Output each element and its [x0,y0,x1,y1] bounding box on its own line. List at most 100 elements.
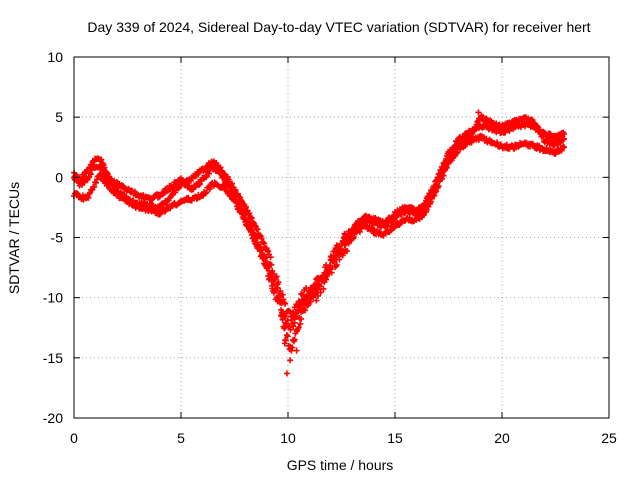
data-point [246,220,253,227]
data-point [534,123,541,130]
y-tick-label: -15 [43,350,63,366]
data-point [317,289,324,296]
data-point [314,286,321,293]
data-point [316,283,323,290]
data-point [438,170,445,177]
data-point [192,173,199,180]
data-point [187,177,194,184]
data-point [281,325,288,332]
data-point [452,146,459,153]
data-point [243,203,250,210]
data-point [242,211,249,218]
data-point [286,308,293,315]
data-point [293,347,300,354]
data-point [310,290,317,297]
data-point [85,194,92,201]
data-point [290,323,297,330]
data-point [344,238,351,245]
data-point [299,291,306,298]
data-point [302,307,309,314]
data-point [279,316,286,323]
data-point [205,170,212,177]
data-point [558,147,565,154]
y-tick-label: -5 [51,230,64,246]
data-point [295,324,302,331]
data-point [475,109,482,116]
data-point [99,166,106,173]
data-point [291,319,298,326]
data-point [252,234,259,241]
data-point [257,232,264,239]
data-point [264,247,271,254]
data-point [273,273,280,280]
data-point [254,226,261,233]
data-point [423,200,430,207]
data-point [330,252,337,259]
data-point [266,275,273,282]
data-point [309,285,316,292]
data-point [288,347,295,354]
data-point [196,181,203,188]
data-point [268,261,275,268]
data-point [433,181,440,188]
data-point [206,186,213,193]
data-point [311,291,318,298]
data-point [322,276,329,283]
data-point [431,186,438,193]
data-point [547,130,554,137]
data-point [278,309,285,316]
x-tick-label: 25 [601,430,617,446]
data-point [427,194,434,201]
y-axis-label: SDTVAR / TECUs [6,182,22,294]
grid-lines [74,57,609,418]
data-point [357,222,364,229]
x-axis-label: GPS time / hours [287,457,394,473]
data-points [71,109,568,377]
data-point [561,144,568,151]
data-point [420,206,427,213]
data-point [180,178,187,185]
data-point [320,285,327,292]
data-point [101,172,108,179]
data-point [246,210,253,217]
data-point [419,210,426,217]
data-point [561,135,568,142]
data-point [229,180,236,187]
data-point [332,263,339,270]
data-point [283,332,290,339]
data-point [227,185,234,192]
data-point [232,193,239,200]
data-point [297,320,304,327]
data-point [277,299,284,306]
data-point [344,248,351,255]
data-point [307,298,314,305]
data-point [277,288,284,295]
data-point [98,156,105,163]
data-point [443,160,450,167]
data-point [326,262,333,269]
data-point [540,133,547,140]
data-point [347,233,354,240]
data-point [298,316,305,323]
data-point [257,244,264,251]
data-point [427,198,434,205]
data-point [258,247,265,254]
data-point [203,173,210,180]
data-point [441,165,448,172]
data-point [314,292,321,299]
y-tick-label: 5 [55,109,63,125]
y-tick-label: -10 [43,290,63,306]
data-point [334,243,341,250]
data-point [326,266,333,273]
data-point [93,179,100,186]
data-point [289,344,296,351]
data-point [232,186,239,193]
data-point [215,167,222,174]
x-tick-label: 5 [177,430,185,446]
data-point [210,163,217,170]
data-point [274,284,281,291]
data-point [273,281,280,288]
data-point [265,248,272,255]
data-point [282,337,289,344]
